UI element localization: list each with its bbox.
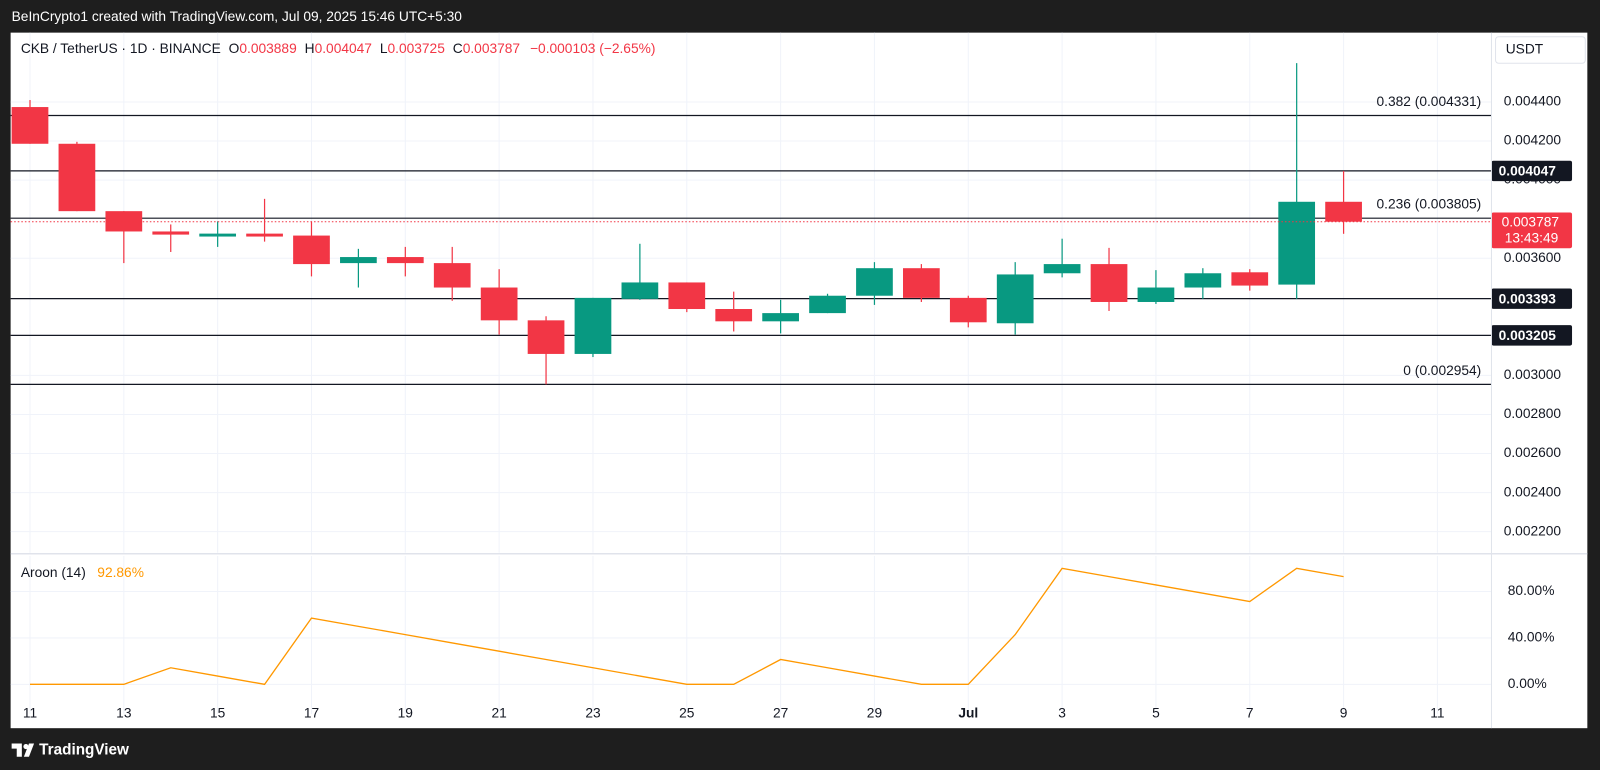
indicator-line	[29, 567, 1344, 686]
y-tick-label: 0.004400	[1504, 94, 1562, 109]
y-tick-label: 0.004200	[1504, 133, 1562, 148]
candle-body	[293, 235, 330, 265]
candle-body	[1325, 201, 1362, 222]
y-tick-label: 0.003600	[1504, 250, 1562, 265]
y-tick-label: 0.003000	[1504, 367, 1562, 382]
x-tick-label: 29	[867, 706, 882, 721]
y-tick-label: 0.002800	[1504, 406, 1562, 421]
fib-label: 0.236 (0.003805)	[1377, 197, 1482, 212]
candle-body	[105, 211, 143, 232]
x-tick-label: 23	[585, 706, 601, 721]
price-line-label: 0.003393	[1499, 291, 1557, 306]
x-tick-label: 7	[1246, 706, 1254, 721]
x-tick-label: 25	[679, 706, 695, 721]
candle-body	[809, 295, 846, 314]
legend: CKB / TetherUS · 1D · BINANCE O0.003889 …	[21, 41, 656, 56]
candle-body	[856, 268, 893, 296]
candle-body	[668, 282, 706, 310]
y-tick-label: 0.002200	[1504, 523, 1562, 538]
x-tick-label: 17	[304, 706, 319, 721]
x-tick-label: 15	[210, 706, 226, 721]
x-tick-label: 9	[1340, 706, 1348, 721]
x-tick-label: 13	[116, 706, 132, 721]
candle-body	[996, 274, 1034, 324]
candle-body	[480, 287, 518, 321]
brand: TradingView	[39, 742, 129, 759]
x-tick-label: 3	[1058, 706, 1066, 721]
currency: USDT	[1506, 42, 1544, 57]
countdown: 13:43:49	[1505, 231, 1559, 246]
change: −0.000103 (−2.65%)	[530, 41, 655, 56]
x-tick-label: 11	[23, 706, 37, 721]
candle-body	[11, 107, 49, 144]
candle-body	[199, 233, 237, 237]
price-line-box	[1491, 288, 1573, 309]
ohlc-letter: L	[380, 41, 388, 56]
x-tick-label: Jul	[958, 706, 978, 721]
chart-area	[10, 32, 1588, 729]
currency-box[interactable]	[1495, 36, 1586, 64]
high-value: 0.004047	[315, 41, 372, 56]
candle-body	[1231, 272, 1269, 286]
open-value: 0.003889	[239, 41, 296, 56]
y2-tick-label: 0.00%	[1508, 676, 1547, 691]
x-tick-label: 21	[491, 706, 506, 721]
y-tick-label: 0.002600	[1504, 445, 1562, 460]
ohlc-letter: O	[229, 41, 240, 56]
candle-body	[949, 297, 987, 323]
x-tick-label: 11	[1430, 706, 1444, 721]
ohlc-letter: C	[453, 41, 463, 56]
candle-body	[1137, 287, 1175, 302]
price-line-label: 0.003205	[1499, 328, 1557, 343]
candle-body	[152, 231, 190, 235]
x-tick-label: 27	[773, 706, 788, 721]
candle-body	[903, 268, 940, 298]
plot: 11 13 15 17 19 21 23 25 27 29 Jul 3 5 7 9 11 0.004400 0.0…	[10, 63, 1573, 721]
candle-body	[527, 320, 565, 354]
logo-icon	[11, 743, 35, 757]
candle-body	[340, 257, 377, 264]
brand-logo	[11, 743, 35, 757]
attribution: BeInCrypto1 created with TradingView.com…	[12, 9, 463, 24]
x-tick-label: 19	[398, 706, 413, 721]
candle-body	[1090, 264, 1128, 302]
candle-body	[574, 297, 612, 354]
close-value: 0.003787	[463, 41, 520, 56]
fib-label: 0 (0.002954)	[1403, 363, 1481, 378]
y2-tick-label: 40.00%	[1508, 630, 1555, 645]
candle-body	[1278, 201, 1316, 285]
candle-body	[1184, 273, 1222, 288]
indicator-name: Aroon (14)	[21, 565, 86, 580]
price-line-label: 0.004047	[1499, 164, 1557, 179]
candle-body	[621, 282, 659, 299]
ohlc-letter: H	[305, 41, 315, 56]
indicator-value: 92.86%	[97, 565, 144, 580]
candle-body	[246, 233, 283, 237]
candle-body	[433, 263, 471, 288]
low-value: 0.003725	[388, 41, 446, 56]
price-line-box	[1491, 160, 1573, 182]
y2-tick-label: 80.00%	[1508, 583, 1555, 598]
candle-body	[762, 313, 799, 322]
y-tick-label: 0.002400	[1504, 484, 1562, 499]
logo-dot	[23, 743, 29, 750]
last-price-box	[1491, 212, 1573, 249]
x-tick-label: 5	[1152, 706, 1160, 721]
candle-body	[386, 257, 424, 264]
candle-body	[58, 143, 96, 212]
candle-body	[715, 309, 753, 322]
symbol: CKB / TetherUS · 1D · BINANCE	[21, 41, 221, 56]
last-price-label: 0.003787	[1502, 214, 1559, 229]
price-line-box	[1491, 325, 1573, 346]
candle-body	[1043, 264, 1081, 274]
fib-label: 0.382 (0.004331)	[1377, 94, 1482, 109]
